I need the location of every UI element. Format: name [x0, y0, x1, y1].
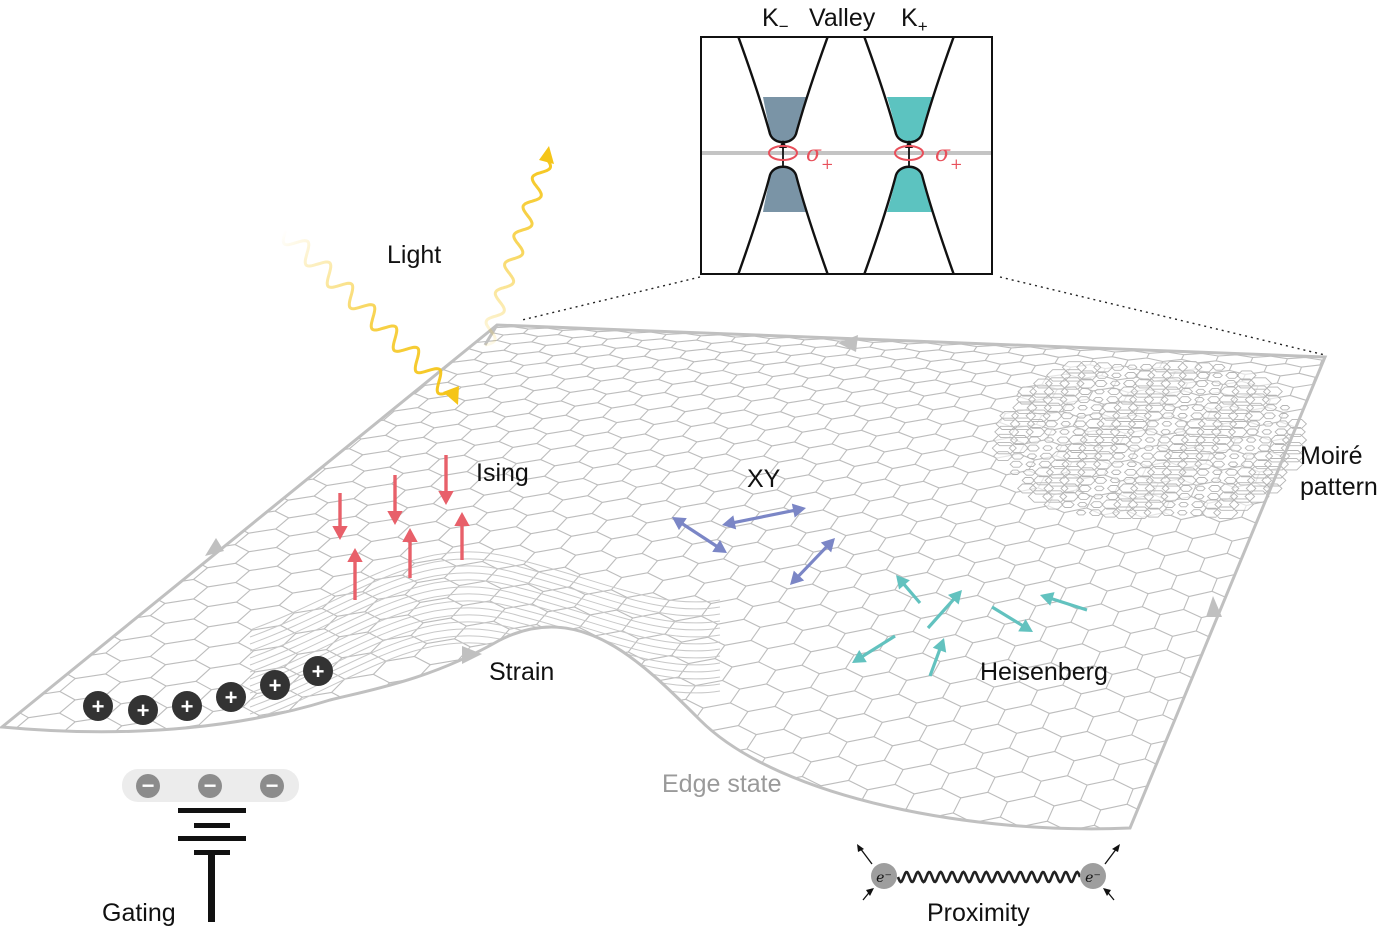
moire-pattern: [991, 361, 1308, 519]
svg-text:+: +: [225, 685, 238, 710]
xy-spin-arrow-icon: [722, 503, 806, 530]
heisenberg-spin-arrow-icon: [1040, 592, 1088, 612]
spin-up-arrow-icon: [857, 844, 864, 852]
plus-charge-icon: +: [83, 691, 113, 721]
edge-arrow-top-icon: [838, 335, 858, 352]
proximity-wavy-line: [896, 870, 1082, 884]
heisenberg-spin-arrow-icon: [991, 605, 1033, 632]
xy-spin-arrows: [672, 503, 835, 585]
positive-charges: + + + + + +: [83, 656, 333, 725]
k-plus-valence-fill: [887, 167, 933, 212]
k-minus-transition: [768, 140, 798, 166]
plus-charge-icon: +: [216, 682, 246, 712]
minus-charge-icon: −: [136, 773, 160, 798]
xy-label: XY: [747, 465, 781, 493]
k-plus-valence-band: [863, 165, 955, 273]
plus-charge-icon: +: [128, 695, 158, 725]
ising-up-arrow-icon: [402, 528, 418, 578]
svg-text:−: −: [266, 773, 279, 798]
guide-line-left: [521, 276, 701, 321]
k-plus-conduction-fill: [887, 97, 933, 142]
svg-text:+: +: [137, 698, 150, 723]
outgoing-light-arrowhead-icon: [539, 146, 554, 164]
plus-charge-icon: +: [172, 691, 202, 721]
spin-in-arrow-icon: [866, 888, 874, 896]
svg-text:−: −: [204, 773, 217, 798]
heisenberg-spin-arrow-icon: [852, 634, 896, 663]
svg-text:e⁻: e⁻: [876, 870, 892, 886]
edge-arrow-right-icon: [1206, 596, 1222, 617]
incoming-light-wave: [281, 230, 452, 396]
plus-charge-icon: +: [260, 670, 290, 700]
gating-assembly: − − −: [122, 769, 299, 922]
electron-right: e⁻: [1080, 844, 1120, 901]
spin-up-arrow-icon: [1112, 844, 1120, 852]
light-waves: [281, 146, 554, 405]
edge-arrow-left-icon: [205, 538, 224, 556]
moire-label-line1: Moiré: [1300, 442, 1363, 470]
inset-frame: [700, 36, 993, 275]
plus-charge-icon: +: [303, 656, 333, 686]
proximity-label: Proximity: [927, 899, 1030, 927]
ising-down-arrow-icon: [387, 475, 403, 525]
ising-spin-arrows: [332, 455, 470, 600]
edge-arrow-bottom-icon: [462, 646, 482, 664]
svg-text:+: +: [269, 673, 282, 698]
svg-text:e⁻: e⁻: [1085, 870, 1101, 886]
ising-up-arrow-icon: [454, 512, 470, 560]
sigma-left: σ+: [806, 142, 834, 173]
xy-spin-arrow-icon: [672, 517, 727, 553]
ising-down-arrow-icon: [332, 493, 348, 540]
lattice-sheet: [0, 323, 1328, 831]
sheet-fill: [2, 325, 1325, 829]
svg-text:+: +: [312, 659, 325, 684]
light-label: Light: [387, 241, 441, 269]
negative-charges: − − −: [136, 773, 284, 798]
heisenberg-spin-arrow-icon: [928, 638, 947, 677]
strain-label: Strain: [489, 658, 554, 686]
hex-cells: [2, 325, 1325, 829]
proximity-assembly: e⁻ e⁻: [857, 844, 1120, 901]
k-minus-valence-band: [737, 165, 829, 273]
k-plus-label: K+: [901, 4, 928, 36]
incoming-light-arrowhead-icon: [443, 386, 459, 405]
svg-text:+: +: [181, 694, 194, 719]
k-minus-label: K−: [762, 4, 789, 36]
circular-polarization-icon: [894, 145, 924, 161]
heisenberg-spin-arrow-icon: [926, 590, 962, 630]
minus-charge-icon: −: [198, 773, 222, 798]
xy-spin-arrow-icon: [790, 538, 835, 585]
svg-text:+: +: [92, 694, 105, 719]
heisenberg-label: Heisenberg: [980, 658, 1108, 686]
svg-text:−: −: [142, 773, 155, 798]
valley-band-inset: σ+ σ+ K− Valley K+: [700, 4, 993, 275]
guide-line-right: [999, 276, 1326, 356]
battery-icon: [178, 808, 246, 922]
gating-label: Gating: [102, 899, 176, 927]
honeycomb-lattice: [2, 325, 1325, 829]
ising-label: Ising: [476, 459, 529, 487]
moire-label-line2: pattern: [1300, 473, 1378, 501]
moire-cells: [991, 361, 1308, 519]
sheet-back-edge: [483, 324, 499, 346]
sheet-border: [0, 323, 1328, 831]
edge-state-label: Edge state: [662, 770, 782, 798]
ising-up-arrow-icon: [347, 548, 363, 600]
minus-charge-icon: −: [260, 773, 284, 798]
valley-label: Valley: [809, 4, 876, 32]
sigma-right: σ+: [935, 142, 963, 173]
k-plus-transition: [894, 140, 924, 166]
electron-left: e⁻: [857, 844, 897, 901]
outgoing-light-wave: [484, 156, 552, 347]
inset-guide-lines: [521, 276, 1326, 356]
ising-down-arrow-icon: [438, 455, 454, 505]
spin-in-arrow-icon: [1103, 888, 1111, 896]
heisenberg-spin-arrows: [852, 575, 1088, 677]
circular-polarization-icon: [768, 145, 798, 161]
edge-state-arrows: [205, 335, 1222, 664]
heisenberg-spin-arrow-icon: [896, 575, 922, 605]
